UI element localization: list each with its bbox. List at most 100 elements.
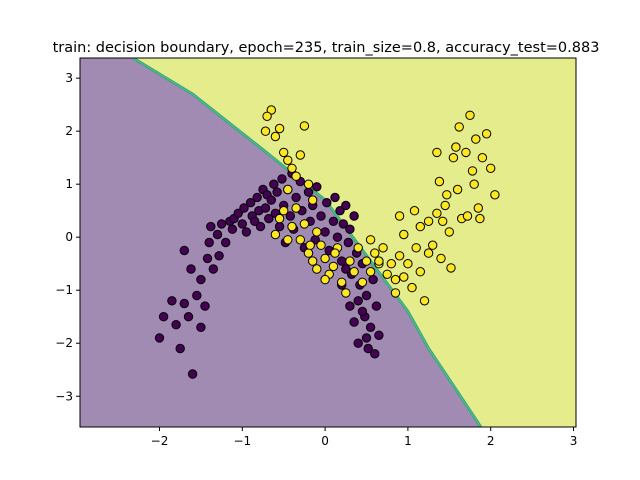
class-1-point — [451, 142, 461, 152]
class-1-point — [390, 274, 401, 285]
class-1-point — [287, 221, 297, 232]
class-0-point — [316, 211, 326, 221]
x-tick-label: 1 — [404, 434, 412, 448]
class-0-point — [335, 206, 345, 216]
class-0-point — [171, 320, 181, 330]
class-0-point — [303, 187, 314, 197]
class-1-point — [365, 267, 376, 277]
class-0-point — [158, 312, 169, 322]
y-tick-label: 0 — [65, 230, 73, 244]
class-0-point — [349, 211, 359, 221]
class-1-point — [477, 153, 488, 163]
class-1-point — [312, 264, 322, 274]
class-0-point — [192, 290, 202, 301]
class-1-point — [260, 126, 271, 136]
class-1-point — [390, 288, 401, 298]
class-1-point — [374, 256, 384, 266]
class-1-point — [345, 256, 355, 266]
class-0-point — [206, 221, 216, 232]
class-0-point — [274, 221, 285, 232]
class-1-point — [320, 253, 330, 264]
class-1-point — [440, 200, 450, 211]
class-0-point — [179, 245, 190, 256]
class-1-point — [279, 206, 289, 216]
class-1-point — [446, 263, 456, 273]
class-1-point — [448, 153, 459, 163]
class-0-point — [371, 301, 382, 311]
class-1-point — [382, 269, 392, 279]
class-1-point — [357, 277, 368, 287]
class-1-point — [274, 123, 285, 134]
x-tick-label: 3 — [570, 434, 578, 448]
x-tick-label: 0 — [321, 434, 329, 448]
class-0-point — [255, 221, 266, 232]
class-0-point — [214, 251, 224, 261]
class-0-point — [277, 174, 287, 184]
class-0-point — [341, 200, 351, 211]
x-tick-label: −2 — [151, 434, 169, 448]
class-1-point — [337, 277, 347, 287]
class-1-point — [442, 190, 452, 200]
y-tick-label: 1 — [65, 177, 73, 191]
class-0-point — [212, 229, 223, 240]
class-0-point — [179, 298, 190, 309]
class-1-point — [471, 134, 481, 144]
class-1-point — [469, 179, 479, 189]
class-1-point — [330, 248, 340, 258]
plot-area — [79, 57, 577, 428]
class-0-point — [154, 333, 165, 343]
class-0-point — [361, 333, 372, 343]
class-0-point — [322, 198, 332, 208]
class-1-point — [349, 267, 359, 277]
class-1-point — [461, 147, 471, 158]
class-1-point — [308, 256, 318, 266]
class-0-point — [202, 253, 213, 264]
class-1-point — [320, 274, 330, 285]
class-1-point — [283, 184, 293, 195]
class-0-point — [183, 312, 194, 322]
class-0-point — [368, 274, 378, 285]
chart-title: train: decision boundary, epoch=235, tra… — [53, 40, 600, 56]
class-1-point — [415, 221, 425, 232]
class-0-point — [186, 264, 196, 274]
class-1-point — [432, 147, 442, 158]
class-1-point — [411, 243, 421, 253]
class-1-point — [452, 184, 463, 195]
class-0-point — [353, 338, 363, 348]
class-1-point — [308, 195, 318, 205]
class-0-point — [269, 179, 279, 189]
class-0-point — [208, 264, 219, 274]
x-tick-label: −1 — [233, 434, 251, 448]
class-0-point — [374, 330, 384, 340]
class-1-point — [434, 176, 445, 187]
class-1-point — [270, 229, 281, 240]
class-1-point — [481, 129, 492, 139]
class-1-point — [279, 147, 289, 158]
class-0-point — [200, 301, 210, 311]
class-1-point — [386, 259, 396, 269]
data-points — [154, 105, 500, 379]
class-0-point — [328, 216, 339, 227]
class-1-point — [415, 267, 425, 277]
class-0-point — [187, 369, 198, 379]
class-1-point — [465, 110, 475, 121]
class-0-point — [175, 343, 185, 354]
class-0-point — [345, 224, 355, 234]
class-1-point — [361, 256, 372, 266]
class-0-point — [345, 301, 355, 311]
class-1-point — [444, 227, 454, 237]
class-0-point — [250, 216, 260, 227]
class-1-point — [407, 282, 417, 293]
y-tick-label: 3 — [65, 71, 73, 85]
class-0-point — [332, 232, 343, 242]
class-1-point — [409, 206, 420, 216]
class-0-point — [233, 208, 243, 219]
x-axis: −2 −1 0 1 2 3 — [151, 427, 578, 448]
class-1-point — [287, 163, 297, 174]
class-1-point — [283, 155, 293, 166]
class-0-point — [337, 256, 347, 266]
y-tick-label: −3 — [55, 389, 73, 403]
class-0-point — [370, 349, 380, 359]
class-0-point — [227, 224, 238, 234]
plot-frame — [79, 57, 577, 428]
